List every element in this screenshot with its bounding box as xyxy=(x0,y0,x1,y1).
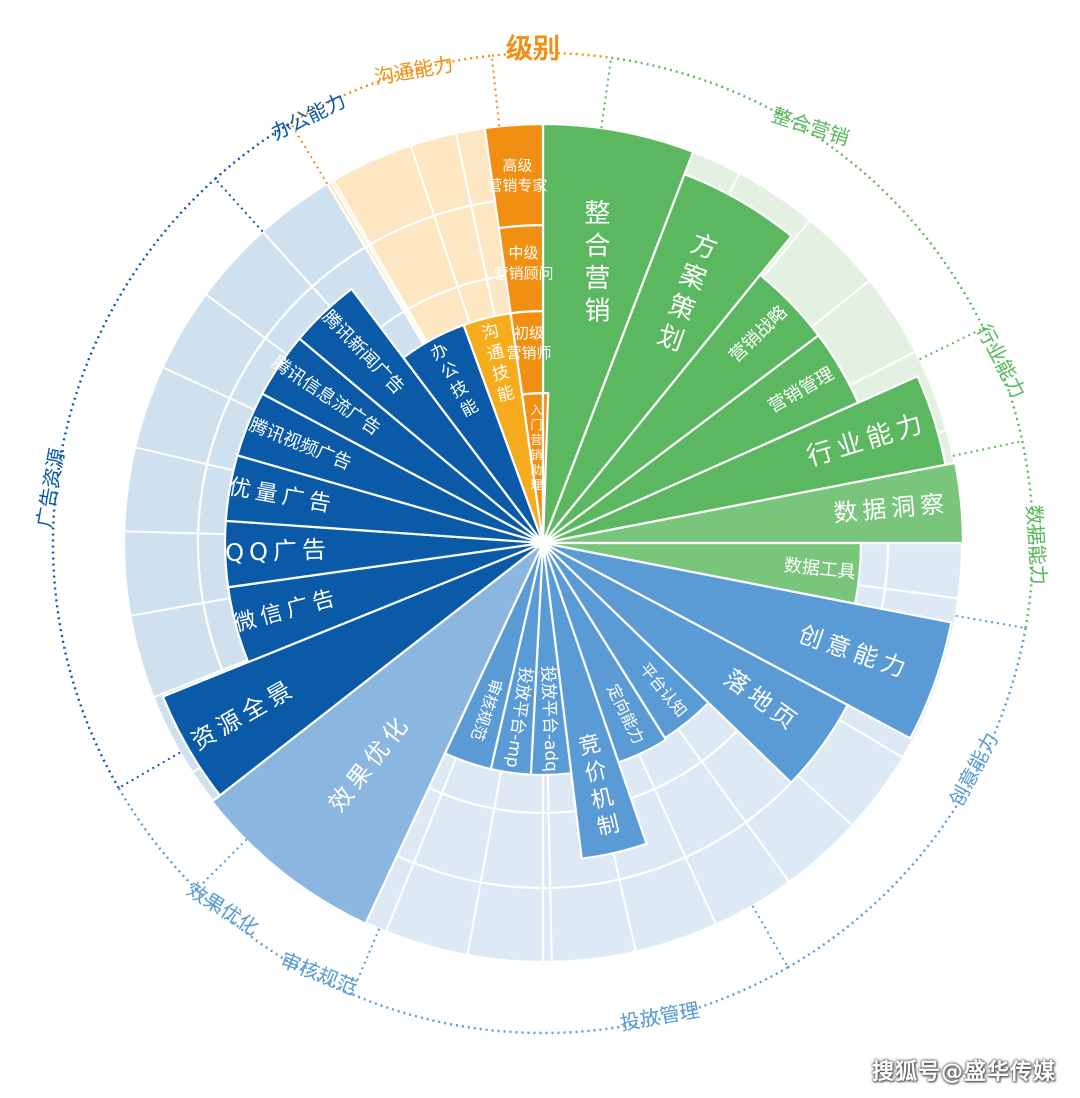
outer-connector xyxy=(214,178,264,233)
outer-connector xyxy=(600,57,613,129)
segment-label-char: 沟 xyxy=(480,321,501,345)
level-expert xyxy=(483,122,545,230)
level-label-line: 中级 xyxy=(508,244,538,262)
segment-panorama xyxy=(161,541,544,797)
level-title: 级别 xyxy=(506,33,560,65)
level-label-char: 门 xyxy=(530,417,542,432)
level-label-line: 营销专家 xyxy=(487,177,547,195)
segment-label-char: 竞 xyxy=(576,731,603,760)
segment-label-char: 通 xyxy=(485,341,506,365)
outer-label-data: 数据能力 xyxy=(1022,504,1052,585)
level-label-line: 高级 xyxy=(502,156,532,174)
outer-label-adres: 广告资源 xyxy=(32,446,70,529)
segment-label-char: 机 xyxy=(589,785,616,814)
segment-label-char: 制 xyxy=(595,812,622,841)
segment-creative xyxy=(542,541,953,740)
segment-effect xyxy=(210,542,544,926)
segment-insight xyxy=(542,461,965,545)
segment-label-char: 能 xyxy=(495,383,516,407)
outer-connector xyxy=(118,751,181,789)
outer-label-office: 办公能力 xyxy=(267,88,349,145)
level-label-char: 入 xyxy=(530,403,542,417)
outer-arc-data xyxy=(1021,440,1035,629)
outer-connector xyxy=(490,55,501,127)
watermark: 搜狐号@盛华传媒 xyxy=(871,1060,1056,1085)
outer-arc-deliv xyxy=(351,966,789,1035)
outer-arc-integ xyxy=(611,56,985,329)
level-label-line: 初级 xyxy=(514,324,544,342)
level-entry-b xyxy=(541,391,550,544)
outer-label-comm: 沟通能力 xyxy=(372,52,455,90)
outer-connector xyxy=(955,614,1026,630)
segment-plan xyxy=(541,172,794,544)
outer-arc-effect xyxy=(117,787,198,891)
level-label-line: 营销师 xyxy=(507,344,552,362)
outer-label-industry: 行业能力 xyxy=(972,320,1031,402)
level-label-line: 营销顾问 xyxy=(493,264,553,282)
wedges-layer xyxy=(122,122,965,964)
level-label-char: 助 xyxy=(530,463,542,477)
segment-label-char: 整 xyxy=(584,199,610,229)
outer-label-effect: 效果优化 xyxy=(183,877,264,940)
segment-label-char: 营 xyxy=(584,264,610,294)
outer-label-creative: 创意能力 xyxy=(944,728,1003,810)
outer-connector xyxy=(751,905,789,968)
level-label-char: 营 xyxy=(530,433,542,447)
segment-integ xyxy=(541,122,695,544)
segment-landing xyxy=(542,542,850,785)
outer-label-delivery: 投放管理 xyxy=(618,998,701,1036)
segment-label-char: 价 xyxy=(582,758,609,787)
segment-label-qq: QQ广告 xyxy=(225,535,332,567)
level-label-char: 销 xyxy=(530,448,542,462)
segment-label-char: 合 xyxy=(584,231,610,261)
level-label-char: 理 xyxy=(530,478,542,492)
outer-label-integrated: 整合营销 xyxy=(769,103,853,151)
segment-label-char: 销 xyxy=(584,296,610,326)
segment-label-char: 技 xyxy=(490,362,511,386)
hub xyxy=(537,537,549,549)
outer-arc-review xyxy=(195,888,353,996)
segment-bid xyxy=(541,542,648,860)
segment-news xyxy=(297,287,544,544)
outer-label-review: 审核规范 xyxy=(277,947,360,999)
segment-label-integ: 整合营销 xyxy=(584,199,610,327)
segment-label-adq: 投放平台-adq xyxy=(537,666,561,773)
outer-connector xyxy=(952,440,1023,457)
